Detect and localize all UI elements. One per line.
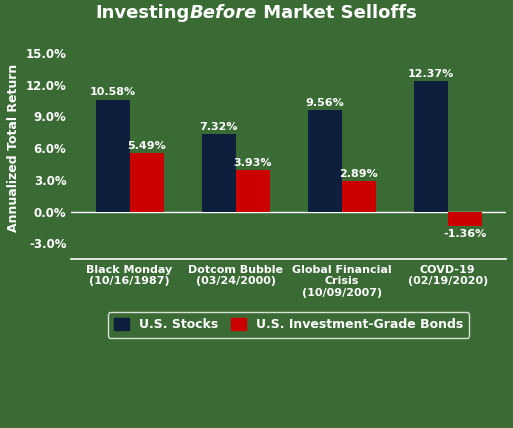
Bar [95,100,130,211]
Bar [414,80,448,211]
Bar [308,110,342,211]
Text: 3.93%: 3.93% [233,158,272,168]
Text: 10.58%: 10.58% [90,87,135,98]
Text: 5.49%: 5.49% [127,141,166,152]
Legend: U.S. Stocks, U.S. Investment-Grade Bonds: U.S. Stocks, U.S. Investment-Grade Bonds [108,312,469,338]
Text: 7.32%: 7.32% [200,122,238,132]
Bar [235,170,269,211]
Bar [130,154,164,211]
Text: Before: Before [190,4,258,22]
Bar [342,181,376,211]
Bar [202,134,235,211]
Text: 2.89%: 2.89% [339,169,378,179]
Text: 12.37%: 12.37% [408,68,454,78]
Text: Investing: Investing [96,4,190,22]
Text: Market Selloffs: Market Selloffs [258,4,417,22]
Bar [448,211,482,226]
Text: 9.56%: 9.56% [305,98,344,108]
Y-axis label: Annualized Total Return: Annualized Total Return [7,64,20,232]
Text: -1.36%: -1.36% [443,229,486,239]
